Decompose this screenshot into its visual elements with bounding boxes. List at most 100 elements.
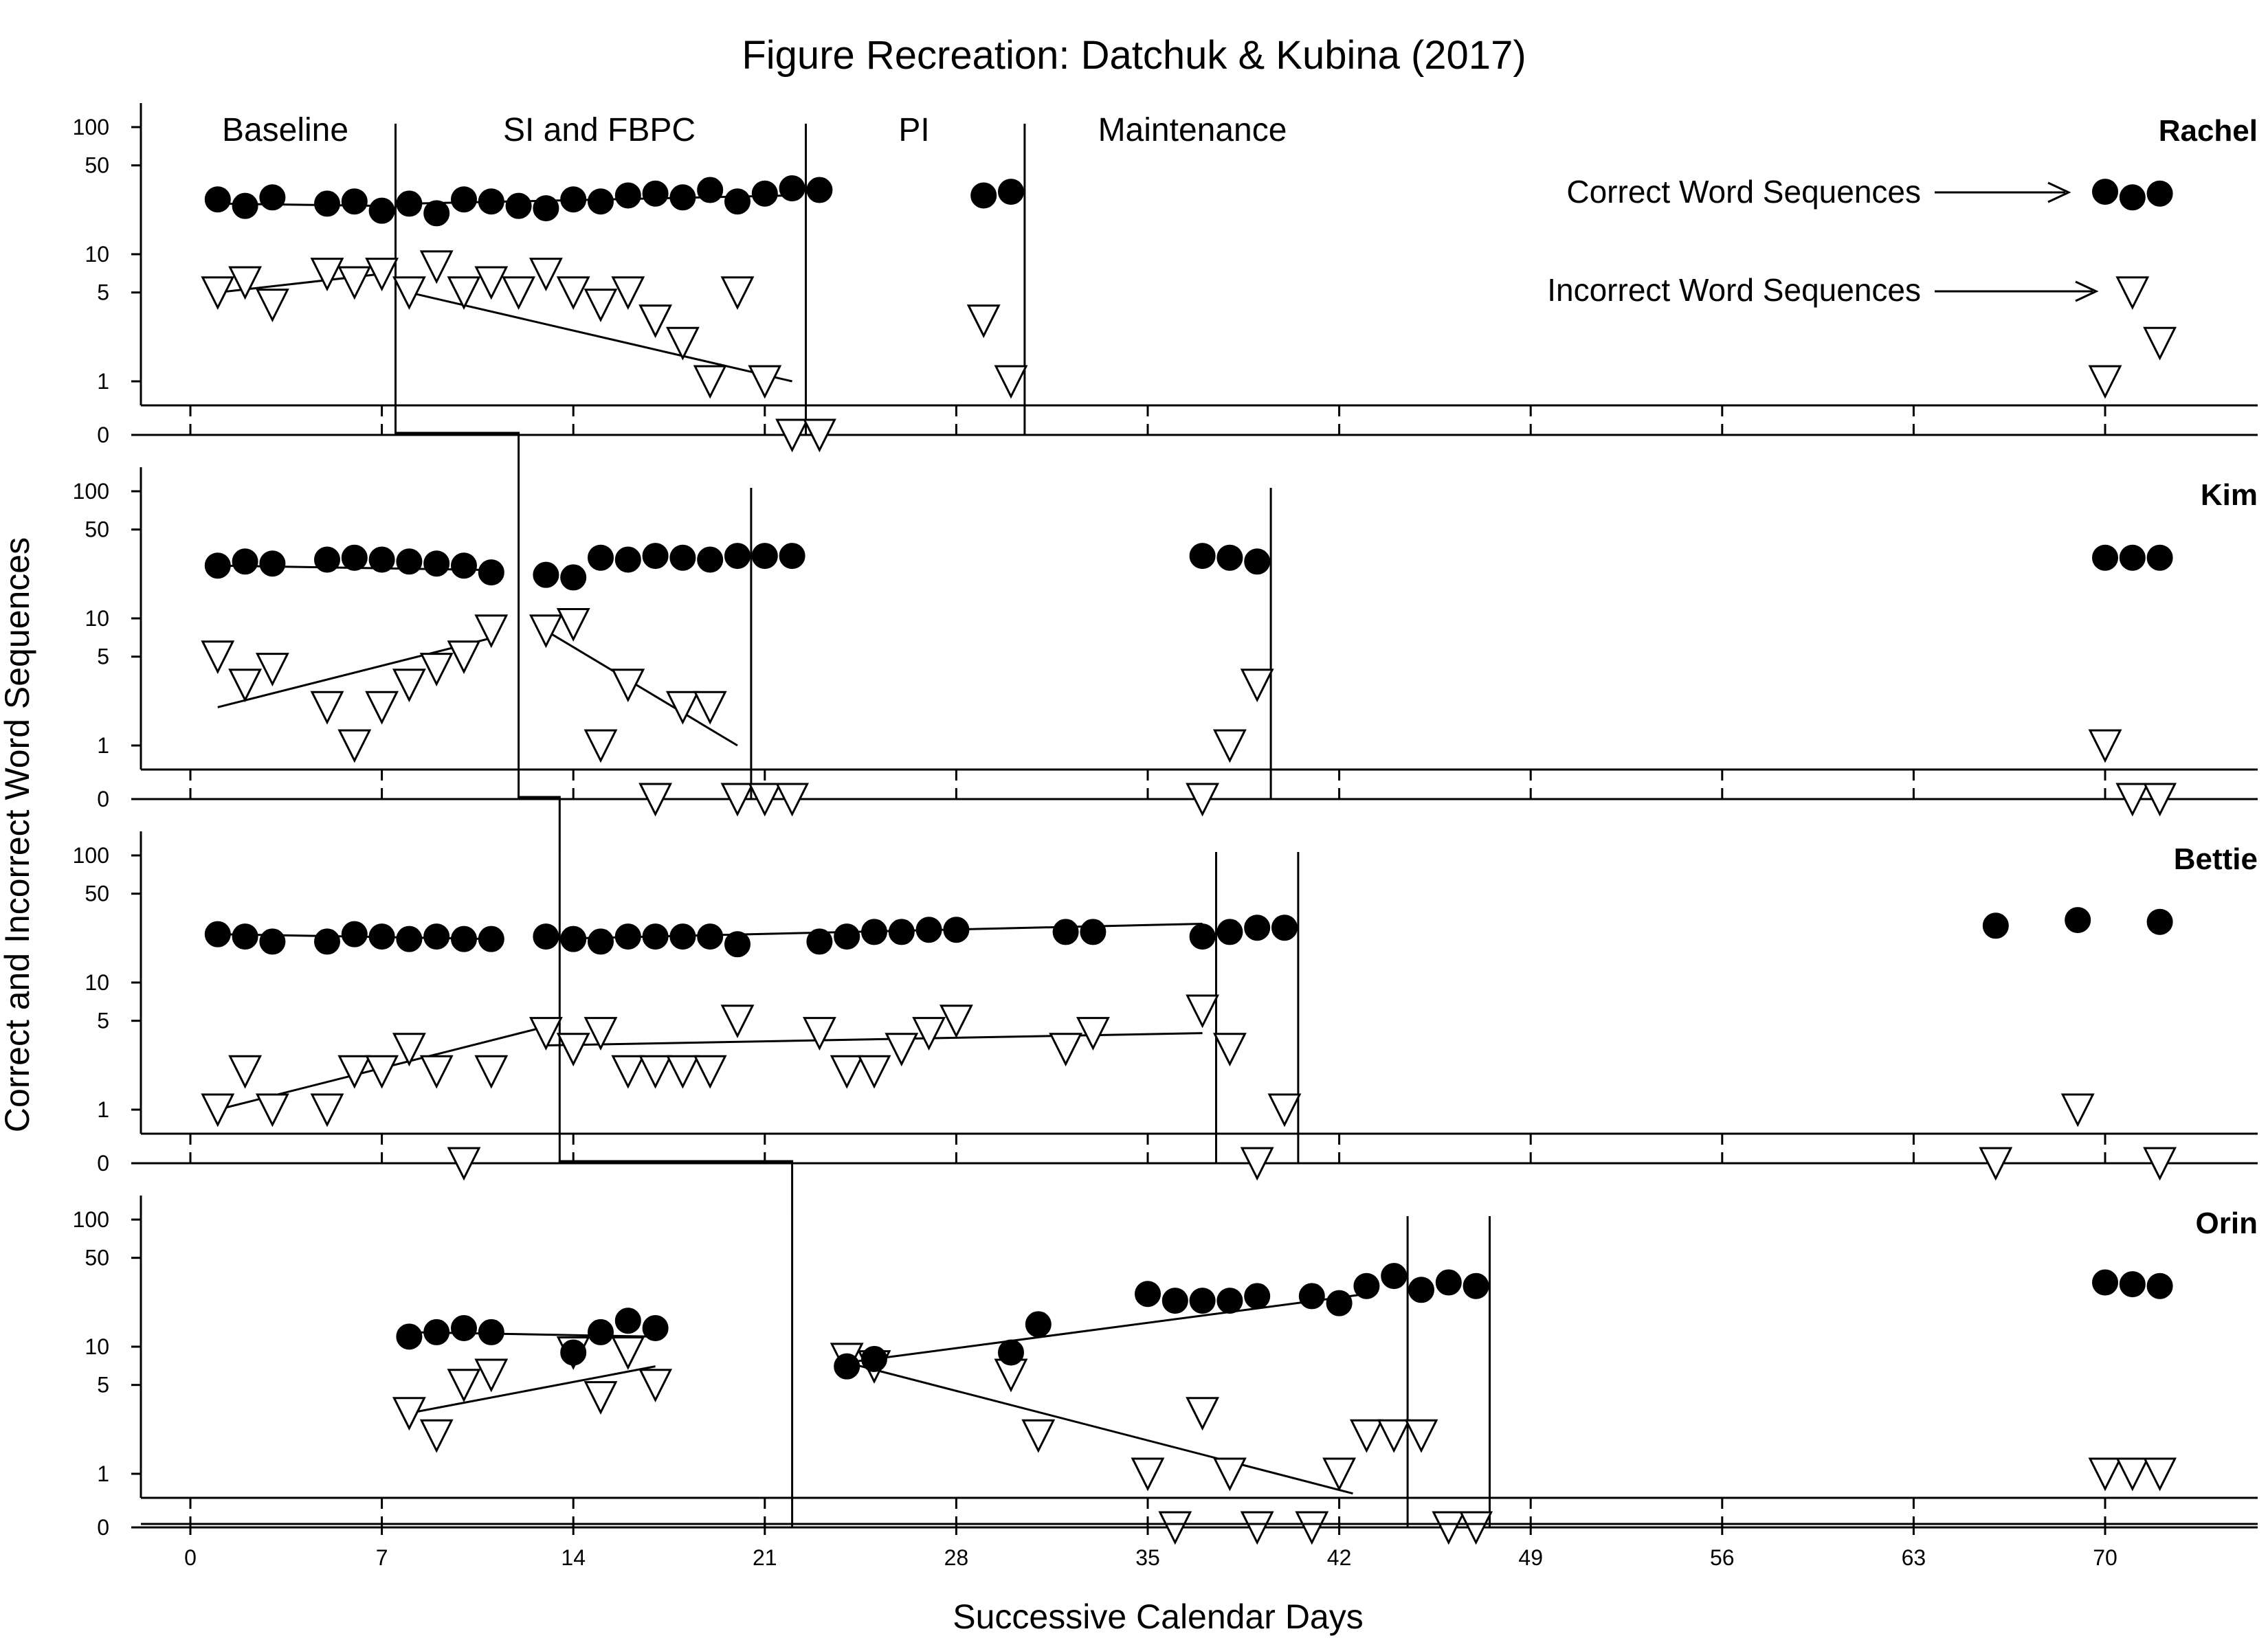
incorrect-point <box>2143 326 2177 361</box>
incorrect-point <box>665 691 700 725</box>
incorrect-point <box>365 691 399 725</box>
correct-point <box>204 186 231 213</box>
y-tick-label: 50 <box>85 517 109 542</box>
correct-point <box>1353 1272 1380 1299</box>
incorrect-point <box>611 1055 645 1089</box>
correct-point <box>697 546 724 573</box>
incorrect-point <box>337 729 372 763</box>
correct-point <box>451 1314 477 1341</box>
correct-point <box>998 179 1024 205</box>
correct-point <box>533 923 559 950</box>
incorrect-point <box>228 669 263 703</box>
incorrect-point <box>748 783 782 817</box>
correct-point <box>1463 1272 1489 1299</box>
incorrect-point <box>1459 1511 1493 1545</box>
x-tick-label: 35 <box>1135 1545 1160 1570</box>
correct-point <box>779 175 805 202</box>
correct-point <box>2092 179 2118 205</box>
incorrect-point <box>966 304 1001 339</box>
y-tick-label: 100 <box>73 115 109 139</box>
incorrect-point <box>529 1017 563 1051</box>
incorrect-point <box>1131 1457 1165 1492</box>
incorrect-point <box>1212 1033 1247 1067</box>
incorrect-point <box>337 266 372 300</box>
correct-point <box>2146 180 2173 207</box>
correct-point <box>588 544 614 571</box>
incorrect-point <box>885 1033 919 1067</box>
panel-rachel: 0 1 5 10 50 100 Rachel <box>73 103 2258 453</box>
correct-point <box>341 921 368 947</box>
incorrect-point <box>775 418 810 453</box>
legend-incorrect-label: Incorrect Word Sequences <box>1547 272 1921 308</box>
x-axis: 0 7 14 21 28 35 42 49 56 63 70 <box>141 1523 2258 1570</box>
incorrect-point <box>720 1005 755 1039</box>
correct-point <box>2119 544 2146 571</box>
incorrect-point <box>474 1055 509 1089</box>
incorrect-point <box>2115 276 2150 311</box>
incorrect-point <box>228 266 263 300</box>
x-tick-label: 63 <box>1902 1545 1926 1570</box>
correct-point <box>724 543 751 570</box>
legend-correct-label: Correct Word Sequences <box>1566 174 1921 210</box>
correct-point <box>396 548 423 575</box>
y-tick-label: 5 <box>97 1009 109 1033</box>
y-tick-label: 50 <box>85 153 109 178</box>
incorrect-point <box>419 653 454 686</box>
correct-point <box>560 926 587 952</box>
incorrect-point <box>1021 1419 1056 1453</box>
correct-point <box>396 1323 423 1350</box>
legend-incorrect-arrowhead <box>2075 280 2099 302</box>
incorrect-point <box>912 1017 946 1051</box>
correct-point <box>423 200 450 227</box>
y-tick-label: 10 <box>85 606 109 631</box>
incorrect-point <box>228 1055 263 1089</box>
phase-step-connector <box>518 796 561 852</box>
incorrect-point <box>474 614 509 649</box>
trend-line <box>409 1331 656 1338</box>
incorrect-point <box>255 1093 289 1128</box>
incorrect-point <box>474 266 509 300</box>
incorrect-point <box>802 1017 836 1051</box>
incorrect-point <box>365 1055 399 1089</box>
correct-point <box>423 923 450 950</box>
correct-point <box>697 177 724 203</box>
correct-point <box>451 552 477 579</box>
correct-point <box>232 923 258 950</box>
x-tick-label: 0 <box>184 1545 197 1570</box>
incorrect-point <box>529 258 563 292</box>
y-axis-label: Correct and Incorrect Word Sequences <box>0 537 36 1132</box>
panel-orin: 0 1 5 10 50 100 Orin <box>73 1196 2258 1545</box>
y-tick-label: 1 <box>97 733 109 758</box>
phase-label-maintenance: Maintenance <box>1098 112 1287 148</box>
chart-title: Figure Recreation: Datchuk & Kubina (201… <box>742 33 1526 78</box>
correct-point <box>614 546 641 573</box>
correct-point <box>314 546 340 573</box>
correct-point <box>943 917 970 943</box>
correct-point <box>642 180 669 207</box>
x-tick-label: 42 <box>1327 1545 1352 1570</box>
y-tick-label: 50 <box>85 1246 109 1270</box>
y-tick-label: 5 <box>97 280 109 305</box>
correct-point <box>533 195 559 222</box>
incorrect-point <box>447 1369 481 1403</box>
incorrect-point <box>337 1055 372 1089</box>
incorrect-point <box>1186 994 1220 1029</box>
y-tick-label: 100 <box>73 1207 109 1232</box>
correct-point <box>1244 1283 1271 1310</box>
trend-line <box>847 1292 1367 1364</box>
correct-point <box>2092 544 2118 571</box>
incorrect-point <box>1349 1419 1383 1453</box>
y-tick-label: 5 <box>97 644 109 669</box>
correct-point <box>751 180 778 207</box>
correct-point <box>834 1353 860 1380</box>
trend-line <box>846 1361 1353 1495</box>
incorrect-point <box>583 1381 618 1415</box>
trend-line <box>409 291 792 383</box>
participant-name: Kim <box>2201 478 2258 512</box>
correct-point <box>834 923 860 950</box>
y-tick-label: 0 <box>97 1515 109 1540</box>
correct-point <box>588 188 614 215</box>
incorrect-point <box>1979 1147 2013 1181</box>
correct-point <box>1982 912 2009 939</box>
